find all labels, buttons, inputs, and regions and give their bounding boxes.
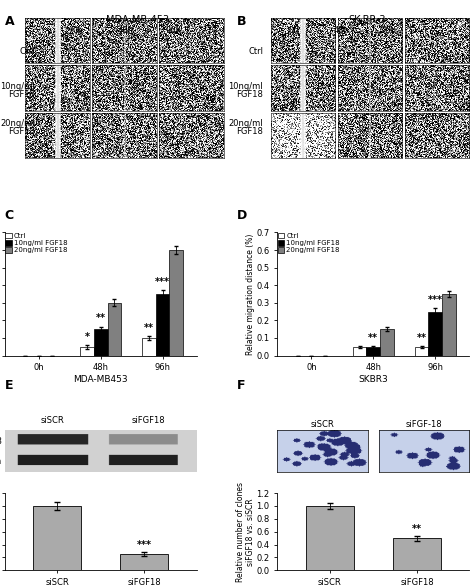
X-axis label: MDA-MB453: MDA-MB453 [73,375,128,384]
Text: 96h: 96h [381,26,397,35]
Text: **: ** [96,313,106,323]
Text: 20ng/ml: 20ng/ml [228,119,263,128]
Text: 48h: 48h [118,26,134,35]
Text: ***: *** [428,295,443,305]
Text: FGF18: FGF18 [236,126,263,136]
Text: siFGF18: siFGF18 [132,416,165,425]
Text: FGF18: FGF18 [236,89,263,99]
Text: FGF18: FGF18 [8,89,35,99]
Text: Ctrl: Ctrl [19,47,35,56]
Text: A: A [5,15,14,28]
Text: F: F [237,379,246,392]
Bar [33,506,81,570]
Bar [80,347,94,356]
Text: 20ng/ml: 20ng/ml [0,119,35,128]
Text: ***: *** [155,278,170,288]
X-axis label: SKBR3: SKBR3 [358,375,388,384]
Bar [442,294,456,356]
Bar [156,294,169,356]
Text: ***: *** [137,540,152,550]
Bar [393,538,441,570]
Y-axis label: Relative migration distance (%): Relative migration distance (%) [246,233,255,355]
Text: C: C [5,209,14,222]
Text: SK-BR-3: SK-BR-3 [348,15,386,25]
Text: **: ** [412,524,422,534]
Bar [306,506,354,570]
Text: *: * [84,332,90,342]
Text: 10ng/ml: 10ng/ml [228,82,263,91]
Bar [415,347,428,356]
Text: MDA-MB-453: MDA-MB-453 [106,15,169,25]
Text: Ctrl: Ctrl [248,47,263,56]
Text: 48h: 48h [333,26,349,35]
Text: D: D [237,209,247,222]
Text: siSCR: siSCR [41,416,64,425]
Bar [366,347,380,356]
Legend: Ctrl, 10ng/ml FGF18, 20ng/ml FGF18: Ctrl, 10ng/ml FGF18, 20ng/ml FGF18 [5,233,67,253]
Text: 0h: 0h [289,26,299,35]
Text: E: E [5,379,13,392]
Bar [169,250,183,356]
Text: B: B [237,15,246,28]
Title: siFGF-18: siFGF-18 [406,420,442,429]
Bar [380,329,394,356]
Text: **: ** [144,323,154,333]
Title: siSCR: siSCR [310,420,335,429]
Text: **: ** [417,333,427,343]
Bar [428,312,442,356]
Legend: Ctrl, 10ng/ml FGF18, 20ng/ml FGF18: Ctrl, 10ng/ml FGF18, 20ng/ml FGF18 [278,233,340,253]
Bar [94,329,108,356]
Text: 0h: 0h [73,26,83,35]
Bar [142,338,156,356]
Bar [120,554,168,570]
Text: 10ng/ml: 10ng/ml [0,82,35,91]
Y-axis label: Relative number of clones
siFGF18 vs. siSCR: Relative number of clones siFGF18 vs. si… [236,482,255,582]
Bar [108,303,121,356]
Bar [353,347,366,356]
Text: **: ** [368,333,378,343]
Text: FGF18: FGF18 [8,126,35,136]
Text: 96h: 96h [165,26,181,35]
